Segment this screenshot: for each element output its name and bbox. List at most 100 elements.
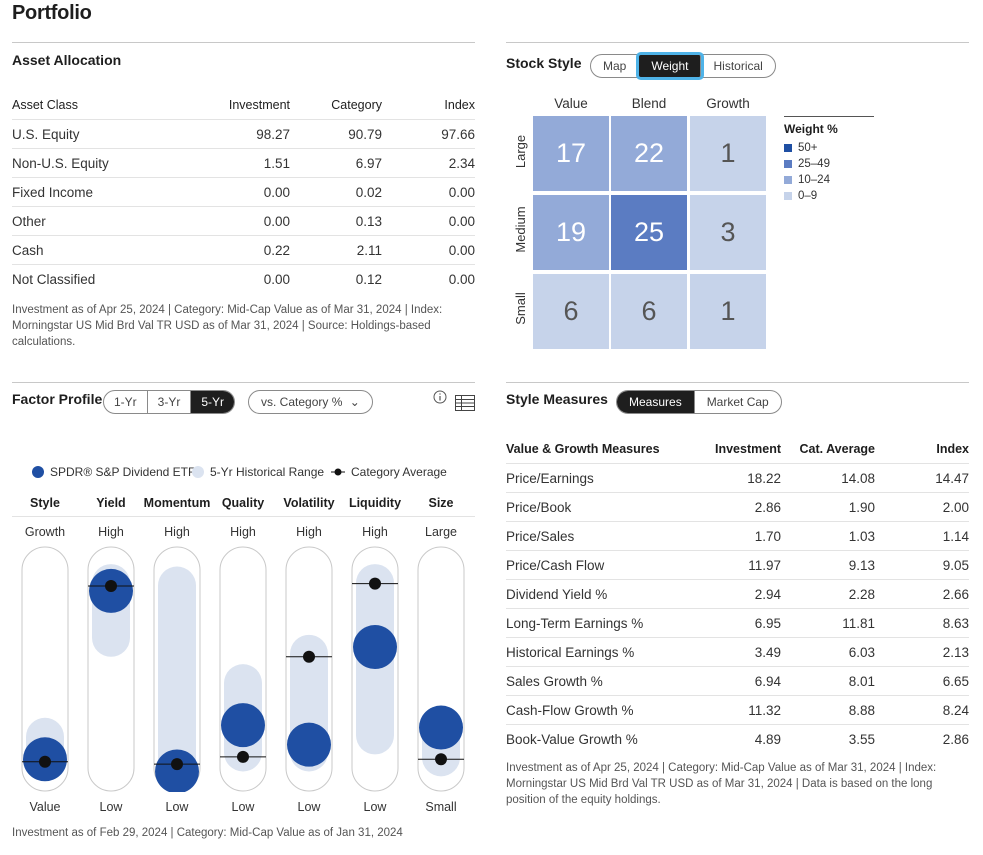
tab-map[interactable]: Map xyxy=(591,55,640,77)
category-average-marker[interactable] xyxy=(435,753,447,766)
cell-value: 4.89 xyxy=(696,724,781,753)
category-marker-icon xyxy=(331,468,345,476)
table-row: Price/Sales 1.70 1.03 1.14 xyxy=(506,521,969,551)
cell-value: 0.00 xyxy=(382,235,475,265)
cell-value: 0.22 xyxy=(192,235,290,265)
row-label: Sales Growth % xyxy=(506,666,696,696)
factor-low-label: Low xyxy=(231,800,255,814)
row-label: Book-Value Growth % xyxy=(506,724,696,753)
factor-name: Yield xyxy=(96,496,126,510)
compare-dropdown[interactable]: vs. Category % ⌄ xyxy=(248,390,373,414)
weight-legend-item: 0–9 xyxy=(784,190,817,202)
category-average-marker[interactable] xyxy=(303,650,315,663)
fund-marker[interactable] xyxy=(419,705,463,750)
row-label: Dividend Yield % xyxy=(506,579,696,609)
cell-value: 0.00 xyxy=(382,264,475,293)
col-header-cat-average: Cat. Average xyxy=(799,441,876,456)
category-average-marker[interactable] xyxy=(171,758,183,771)
cell-value: 2.28 xyxy=(781,579,875,609)
table-row: Cash 0.22 2.11 0.00 xyxy=(12,235,475,265)
cell-value: 11.97 xyxy=(696,550,781,580)
row-label: U.S. Equity xyxy=(12,119,192,149)
style-cell-medium-value: 19 xyxy=(533,195,609,270)
fund-marker[interactable] xyxy=(221,703,265,748)
col-header-category: Category xyxy=(331,97,382,112)
col-header-asset-class: Asset Class xyxy=(12,97,78,112)
cell-value: 18.22 xyxy=(696,463,781,493)
fp-legend-range-label: 5-Yr Historical Range xyxy=(210,465,325,479)
factor-profile-footnote: Investment as of Feb 29, 2024 | Category… xyxy=(12,827,403,839)
table-view-icon[interactable] xyxy=(455,395,475,411)
table-row: Not Classified 0.00 0.12 0.00 xyxy=(12,264,475,293)
tab-3yr[interactable]: 3-Yr xyxy=(148,391,192,413)
row-label: Not Classified xyxy=(12,264,192,293)
chevron-down-icon: ⌄ xyxy=(349,395,360,409)
factor-name: Quality xyxy=(221,496,265,510)
factor-profile-title: Factor Profile xyxy=(12,391,103,407)
factor-track xyxy=(87,546,135,792)
row-label: Price/Book xyxy=(506,492,696,522)
asset-allocation-title: Asset Allocation xyxy=(12,52,122,68)
legend-swatch xyxy=(784,144,792,152)
cell-value: 8.01 xyxy=(781,666,875,696)
cell-value: 2.86 xyxy=(696,492,781,522)
cell-value: 0.00 xyxy=(192,264,290,293)
style-measures-title: Style Measures xyxy=(506,391,608,407)
cell-value: 14.08 xyxy=(781,463,875,493)
info-icon[interactable] xyxy=(433,390,447,404)
row-label: Fixed Income xyxy=(12,177,192,207)
cell-value: 8.24 xyxy=(875,695,969,725)
style-col-growth: Growth xyxy=(706,96,750,111)
page-title: Portfolio xyxy=(12,2,92,24)
stock-style-tabs: Map Weight Historical xyxy=(590,54,776,78)
category-average-marker[interactable] xyxy=(105,580,117,593)
style-col-value: Value xyxy=(554,96,588,111)
category-average-marker[interactable] xyxy=(237,750,249,763)
col-header-measure: Value & Growth Measures xyxy=(506,441,660,456)
cell-value: 1.51 xyxy=(192,148,290,178)
fund-marker[interactable] xyxy=(353,625,397,670)
cell-value: 0.13 xyxy=(290,206,382,236)
category-average-marker[interactable] xyxy=(369,577,381,590)
fund-marker[interactable] xyxy=(155,749,199,792)
legend-swatch xyxy=(784,160,792,168)
cell-value: 6.65 xyxy=(875,666,969,696)
divider xyxy=(506,382,969,383)
factor-high-label: High xyxy=(98,525,124,539)
col-header-index: Index xyxy=(444,97,475,112)
cell-value: 2.94 xyxy=(696,579,781,609)
tab-5yr[interactable]: 5-Yr xyxy=(191,391,235,413)
table-row: Book-Value Growth % 4.89 3.55 2.86 xyxy=(506,724,969,753)
cell-value: 1.03 xyxy=(781,521,875,551)
cell-value: 2.86 xyxy=(875,724,969,753)
style-cell-large-blend: 22 xyxy=(611,116,687,191)
cell-value: 0.00 xyxy=(192,177,290,207)
factor-track xyxy=(417,546,465,792)
style-row-small: Small xyxy=(513,292,528,325)
weight-legend-item: 50+ xyxy=(784,142,818,154)
range-dot-icon xyxy=(192,466,204,478)
tab-market-cap[interactable]: Market Cap xyxy=(706,395,769,409)
factor-low-label: Low xyxy=(99,800,123,814)
cell-value: 2.34 xyxy=(382,148,475,178)
tab-historical[interactable]: Historical xyxy=(713,59,763,73)
col-header-investment: Investment xyxy=(715,441,781,456)
legend-label: 25–49 xyxy=(798,158,830,170)
legend-label: 50+ xyxy=(798,142,818,154)
fund-marker[interactable] xyxy=(287,722,331,767)
factor-track xyxy=(21,546,69,792)
tab-1yr[interactable]: 1-Yr xyxy=(104,391,148,413)
cell-value: 90.79 xyxy=(290,119,382,149)
tab-measures[interactable]: Measures xyxy=(617,391,695,413)
category-average-marker[interactable] xyxy=(39,755,51,768)
fp-legend-category: Category Average xyxy=(331,465,447,479)
tab-weight[interactable]: Weight xyxy=(639,55,702,77)
cell-value: 0.00 xyxy=(382,206,475,236)
divider xyxy=(12,42,475,43)
factor-high-label: High xyxy=(296,525,322,539)
legend-swatch xyxy=(784,176,792,184)
legend-swatch xyxy=(784,192,792,200)
fp-legend-category-label: Category Average xyxy=(351,465,447,479)
table-row: Sales Growth % 6.94 8.01 6.65 xyxy=(506,666,969,696)
row-label: Price/Cash Flow xyxy=(506,550,696,580)
